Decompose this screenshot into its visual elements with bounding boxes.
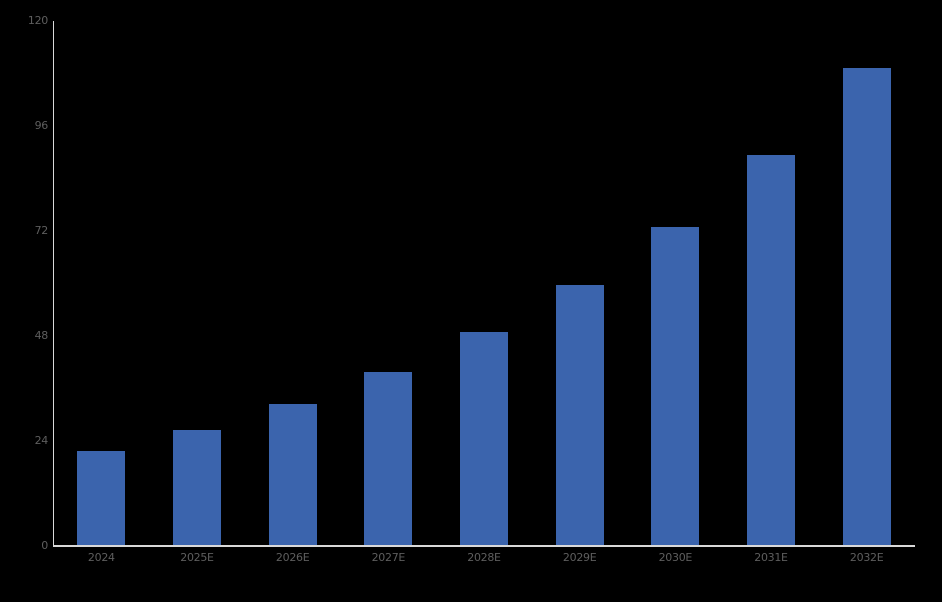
x-category-label-2032E: 2032E	[849, 550, 884, 564]
x-category-label-2025E: 2025E	[180, 550, 214, 564]
x-category-label-2029E: 2029E	[562, 550, 597, 564]
bar-2028E	[460, 332, 508, 546]
y-tick-label-24: 24	[34, 433, 49, 447]
y-tick-label-48: 48	[34, 328, 49, 342]
y-tick-label-0: 0	[41, 538, 48, 552]
x-category-label-2030E: 2030E	[658, 550, 693, 564]
x-category-label-2026E: 2026E	[275, 550, 310, 564]
bar-2024	[77, 450, 126, 546]
bar-2031E	[747, 154, 795, 546]
x-category-label-2028E: 2028E	[467, 550, 501, 564]
y-tick-label-72: 72	[34, 223, 49, 237]
bar-2029E	[555, 284, 604, 546]
bar-2027E	[364, 371, 413, 546]
bar-2026E	[268, 403, 317, 546]
y-tick-label-120: 120	[27, 14, 48, 27]
x-axis-line	[53, 545, 915, 547]
x-category-label-2024: 2024	[87, 550, 115, 564]
bar-2025E	[173, 429, 221, 546]
bar-2032E	[842, 67, 891, 546]
y-tick-label-96: 96	[34, 118, 49, 132]
bar-2030E	[651, 226, 700, 546]
x-category-label-2027E: 2027E	[371, 550, 406, 564]
y-axis-line	[53, 21, 54, 546]
x-category-label-2031E: 2031E	[754, 550, 788, 564]
